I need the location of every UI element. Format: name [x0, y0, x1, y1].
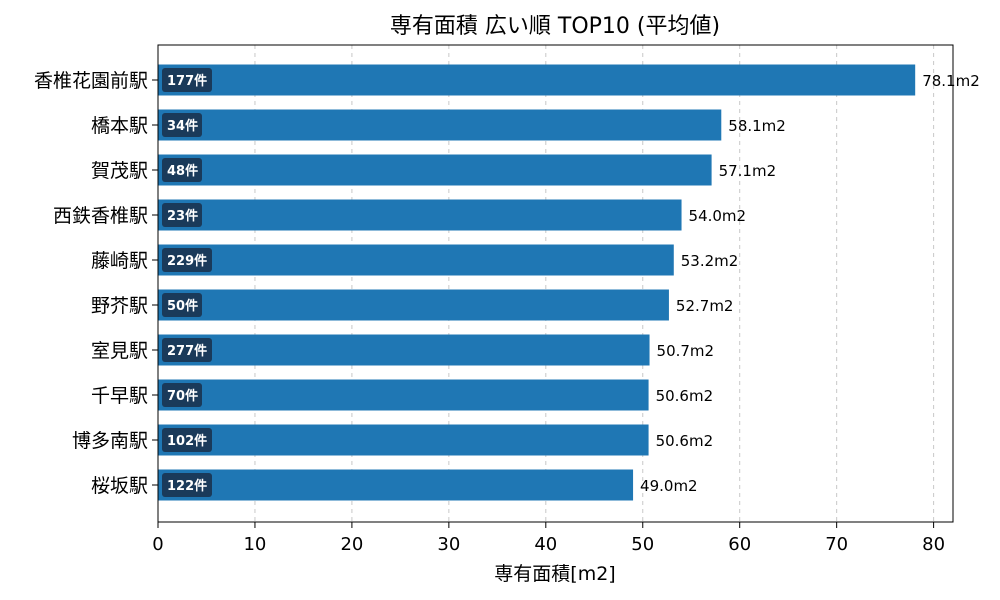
category-label: 藤崎駅 [91, 250, 148, 272]
count-badge [162, 68, 212, 92]
x-tick-label: 80 [922, 534, 945, 555]
count-label: 229件 [167, 253, 207, 269]
bars [158, 64, 916, 501]
count-badge [162, 428, 212, 452]
category-label: 野芥駅 [91, 295, 148, 317]
category-label: 西鉄香椎駅 [53, 205, 148, 227]
x-tick-label: 0 [152, 534, 163, 555]
value-label: 58.1m2 [728, 117, 786, 135]
value-labels: 78.1m2 58.1m2 57.1m2 54.0m2 53.2m2 52.7m2 50.7… [640, 72, 980, 495]
bar [158, 424, 649, 456]
value-label: 78.1m2 [922, 72, 980, 90]
count-badge [162, 473, 212, 497]
category-label: 橋本駅 [91, 115, 148, 137]
count-badge [162, 113, 202, 137]
bar [158, 154, 712, 186]
value-label: 52.7m2 [676, 297, 734, 315]
value-label: 50.7m2 [657, 342, 715, 360]
count-label: 23件 [167, 208, 198, 224]
x-axis-ticks: 0 10 20 30 40 50 60 70 80 [152, 522, 945, 555]
category-label: 桜坂駅 [91, 475, 148, 497]
count-badge [162, 293, 202, 317]
x-tick-label: 50 [631, 534, 654, 555]
x-tick-label: 30 [437, 534, 460, 555]
x-tick-label: 20 [340, 534, 363, 555]
bar [158, 109, 722, 141]
value-label: 57.1m2 [719, 162, 777, 180]
count-badge [162, 158, 202, 182]
count-label: 177件 [167, 73, 207, 89]
count-badge [162, 248, 212, 272]
plot-frame [157, 44, 954, 523]
count-label: 50件 [167, 298, 198, 314]
bar [158, 64, 916, 96]
bar [158, 244, 674, 276]
bar [158, 469, 634, 501]
category-label: 室見駅 [91, 340, 148, 362]
count-label: 102件 [167, 433, 207, 449]
count-label: 70件 [167, 388, 198, 404]
chart-title: 専有面積 広い順 TOP10 (平均値) [390, 14, 720, 39]
count-badge [162, 203, 202, 227]
x-tick-label: 10 [243, 534, 266, 555]
count-label: 48件 [167, 163, 198, 179]
category-label: 博多南駅 [72, 430, 148, 452]
category-label: 千早駅 [91, 385, 148, 407]
value-label: 50.6m2 [656, 432, 714, 450]
count-badge [162, 338, 212, 362]
value-label: 50.6m2 [656, 387, 714, 405]
bar [158, 289, 669, 321]
x-axis-title: 専有面積[m2] [494, 563, 615, 585]
count-badges: 177件 34件 48件 23件 229件 50件 277件 70件 102件 122件 [162, 68, 212, 497]
value-label: 54.0m2 [689, 207, 747, 225]
x-tick-label: 40 [534, 534, 557, 555]
bar [158, 334, 650, 366]
category-label: 香椎花園前駅 [34, 70, 148, 92]
value-label: 53.2m2 [681, 252, 739, 270]
bar [158, 379, 649, 411]
x-tick-label: 70 [825, 534, 848, 555]
value-label: 49.0m2 [640, 477, 698, 495]
count-label: 122件 [167, 478, 207, 494]
count-badge [162, 383, 202, 407]
count-label: 34件 [167, 118, 198, 134]
x-tick-label: 60 [728, 534, 751, 555]
bar [158, 199, 682, 231]
category-label: 賀茂駅 [91, 160, 148, 182]
count-label: 277件 [167, 343, 207, 359]
